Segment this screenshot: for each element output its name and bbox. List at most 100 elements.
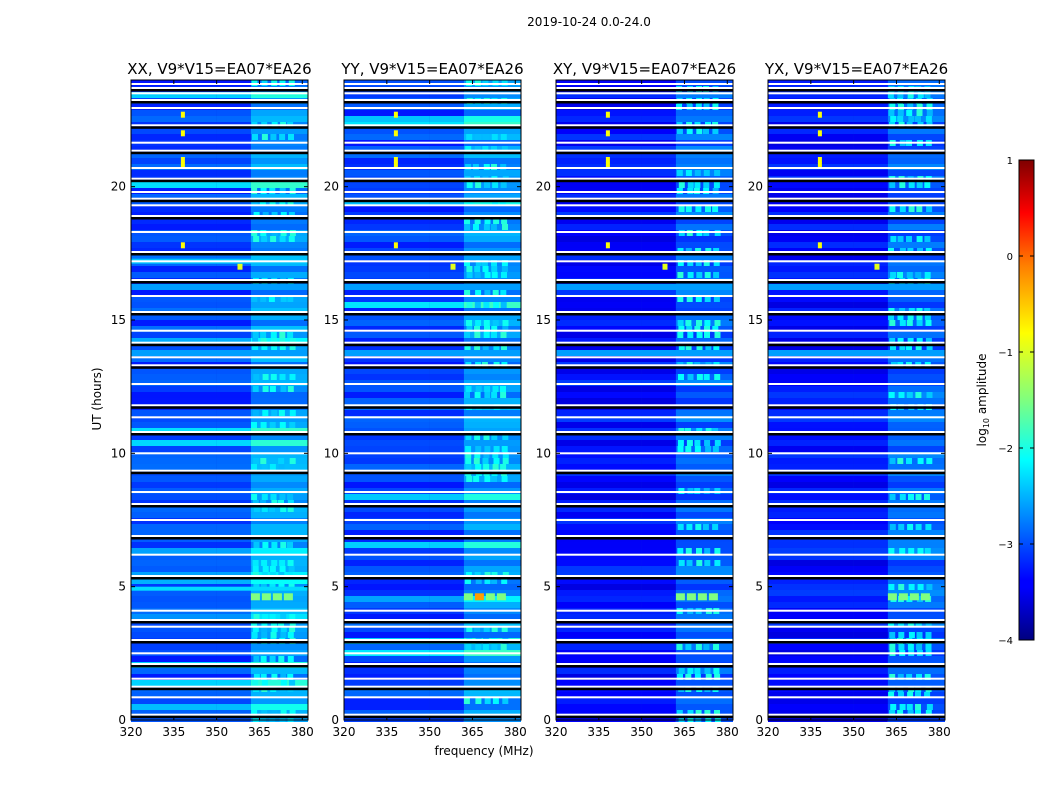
band-cell xyxy=(252,344,259,350)
heatmap-row-cell xyxy=(641,392,676,398)
flag-gap-black xyxy=(768,406,945,409)
heatmap-row-cell xyxy=(131,590,217,596)
heatmap-row-cell xyxy=(853,602,888,608)
band-cell xyxy=(279,374,286,380)
heatmap-row-cell xyxy=(641,290,676,296)
heatmap-row-cell xyxy=(429,494,464,500)
band-cell xyxy=(501,446,508,452)
heatmap-row-cell xyxy=(887,92,945,98)
band-cell xyxy=(704,320,711,326)
heatmap-row-cell xyxy=(463,482,521,488)
band-cell xyxy=(474,452,481,458)
heatmap-row-cell xyxy=(853,386,888,392)
flag-gap-black xyxy=(556,151,733,155)
heatmap-row-cell xyxy=(429,314,464,320)
band-cell xyxy=(475,134,481,140)
heatmap-row-cell xyxy=(344,182,430,188)
y-tick-label: 0 xyxy=(118,713,126,727)
band-cell xyxy=(677,446,684,452)
flag-gap-white xyxy=(556,625,733,628)
heatmap-row-cell xyxy=(768,464,854,470)
rfi-spot xyxy=(605,111,610,118)
heatmap-row-cell xyxy=(463,716,521,722)
heatmap-row-cell xyxy=(675,542,733,548)
band-cell xyxy=(475,200,482,206)
band-cell xyxy=(926,344,933,350)
band-cell xyxy=(261,134,268,140)
heatmap-row-cell xyxy=(250,182,308,188)
bright-row xyxy=(556,350,733,356)
band-cell xyxy=(261,626,268,632)
heatmap-row-cell xyxy=(556,410,642,416)
band-cell xyxy=(252,386,259,392)
heatmap-row-cell xyxy=(641,146,676,152)
flag-gap-white xyxy=(556,469,733,472)
band-cell xyxy=(474,272,481,278)
heatmap-area xyxy=(556,80,733,722)
band-cell xyxy=(898,692,904,698)
heatmap-row-cell xyxy=(216,266,251,272)
band-cell xyxy=(465,452,472,458)
heatmap-row-cell xyxy=(131,92,217,98)
heatmap-row-cell xyxy=(216,446,251,452)
heatmap-row-cell xyxy=(675,704,733,710)
band-cell xyxy=(287,200,294,206)
heatmap-row-cell xyxy=(641,158,676,164)
flag-gap-black xyxy=(131,665,308,668)
flag-gap-black xyxy=(131,126,308,129)
band-cell xyxy=(908,182,915,188)
heatmap-row-cell xyxy=(131,674,217,680)
band-cell xyxy=(269,566,276,572)
band-cell xyxy=(705,674,712,680)
heatmap-row-cell xyxy=(429,614,464,620)
flag-gap-white xyxy=(768,609,945,612)
heatmap-row-cell xyxy=(216,716,251,722)
heatmap-row-cell xyxy=(344,578,430,584)
flag-gap-white xyxy=(344,364,521,367)
heatmap-row-cell xyxy=(853,716,888,722)
heatmap-row-cell xyxy=(641,578,676,584)
band-cell xyxy=(269,506,275,512)
heatmap-row-cell xyxy=(556,374,642,380)
band-cell xyxy=(484,392,491,398)
flag-gap-black xyxy=(131,621,308,624)
flag-gap-black xyxy=(768,217,945,220)
flag-gap-white xyxy=(768,124,945,127)
flag-gap-black xyxy=(768,366,945,369)
heatmap-row-cell xyxy=(641,668,676,674)
flag-gap-white xyxy=(768,553,945,556)
rfi-spot xyxy=(180,157,185,163)
heatmap-row-cell xyxy=(344,344,430,350)
flag-gap-white xyxy=(768,696,945,699)
flag-gap-black xyxy=(556,126,733,129)
heatmap-row-cell xyxy=(853,302,888,308)
heatmap-row-cell xyxy=(675,632,733,638)
band-cell xyxy=(474,332,481,338)
band-cell xyxy=(703,374,710,380)
heatmap-row-cell xyxy=(131,386,217,392)
heatmap-row-cell xyxy=(216,398,251,404)
y-tick-label: 10 xyxy=(111,446,126,460)
flag-gap-white xyxy=(768,204,945,207)
flag-gap-black xyxy=(768,253,945,256)
x-axis-label: frequency (MHz) xyxy=(434,744,533,758)
heatmap-row-cell xyxy=(216,110,251,116)
heatmap-row-cell xyxy=(768,644,854,650)
band-cell xyxy=(464,344,471,350)
heatmap-row-cell xyxy=(344,92,430,98)
flag-gap-black xyxy=(131,715,308,719)
band-cell xyxy=(492,200,498,206)
band-cell xyxy=(493,344,500,350)
heatmap-row-cell xyxy=(675,206,733,212)
heatmap-row-cell xyxy=(463,710,521,716)
heatmap-row-cell xyxy=(344,458,430,464)
band-cell xyxy=(260,674,267,680)
colorbar-tick-label: −2 xyxy=(998,444,1013,455)
band-cell xyxy=(714,332,721,338)
band-cell xyxy=(906,344,912,350)
heatmap-row-cell xyxy=(887,656,945,662)
band-cell xyxy=(888,692,895,698)
heatmap-row-cell xyxy=(344,698,430,704)
heatmap-row-cell xyxy=(853,92,888,98)
heatmap-row-cell xyxy=(250,398,308,404)
